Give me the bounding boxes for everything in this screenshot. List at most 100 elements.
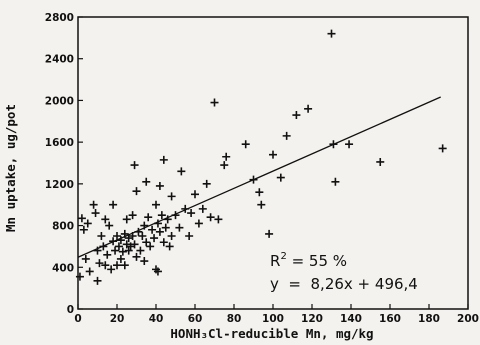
- data-point: [114, 242, 123, 251]
- data-point: [140, 221, 149, 230]
- data-point: [329, 140, 338, 149]
- x-tick-label: 0: [74, 313, 81, 325]
- x-tick-label: 20: [110, 313, 125, 325]
- data-point: [220, 161, 229, 170]
- data-point: [101, 215, 110, 224]
- data-point: [105, 221, 114, 230]
- x-tick-label: 200: [457, 313, 479, 325]
- data-point: [134, 227, 143, 236]
- data-point: [276, 173, 285, 182]
- data-point: [120, 229, 129, 238]
- data-point: [132, 252, 141, 261]
- r-squared-value: = 55 %: [287, 252, 347, 270]
- data-point: [97, 232, 106, 240]
- data-point: [257, 200, 266, 209]
- x-axis-title: HONH₃Cl-reducible Mn, mg/kg: [170, 326, 373, 341]
- data-point: [85, 267, 94, 276]
- regression-equation: y = 8,26x + 496,4: [270, 275, 418, 293]
- data-point: [132, 187, 141, 196]
- data-point: [202, 179, 211, 188]
- data-point: [159, 238, 168, 247]
- data-point: [113, 261, 121, 270]
- data-points: [75, 29, 447, 285]
- data-point: [331, 177, 340, 186]
- x-tick-label: 160: [379, 313, 401, 325]
- data-point: [83, 219, 92, 228]
- data-point: [345, 140, 354, 149]
- y-tick-label: 2400: [45, 54, 74, 66]
- data-point: [136, 246, 145, 255]
- data-point: [159, 155, 168, 164]
- data-point: [191, 190, 199, 199]
- axis-tick-labels: 0 20 40 60 80 100 120 140 160 180 2000400800120016…: [45, 12, 479, 325]
- x-tick-label: 100: [262, 313, 284, 325]
- data-point: [93, 276, 102, 285]
- y-tick-label: 400: [52, 262, 74, 274]
- data-point: [171, 211, 180, 220]
- data-point: [118, 247, 127, 256]
- data-point: [93, 246, 102, 255]
- data-point: [150, 234, 159, 243]
- data-point: [142, 238, 151, 247]
- data-point: [79, 225, 88, 234]
- data-point: [222, 152, 231, 161]
- data-point: [101, 261, 110, 270]
- data-point: [75, 272, 84, 281]
- y-tick-label: 1200: [45, 179, 74, 191]
- data-point: [327, 29, 336, 38]
- data-point: [210, 98, 219, 107]
- data-point: [185, 232, 194, 240]
- data-point: [120, 261, 129, 270]
- data-point: [292, 111, 301, 120]
- x-tick-label: 180: [418, 313, 440, 325]
- data-point: [282, 131, 291, 140]
- y-tick-label: 2800: [45, 12, 74, 24]
- data-point: [194, 219, 203, 228]
- data-point: [130, 161, 139, 170]
- data-point: [116, 236, 125, 245]
- data-point: [163, 215, 172, 224]
- data-point: [157, 211, 166, 220]
- data-point: [187, 209, 196, 218]
- r-squared-exponent: 2: [280, 251, 286, 262]
- data-point: [99, 242, 108, 251]
- axis-ticks: [77, 16, 469, 310]
- data-point: [142, 177, 151, 186]
- data-point: [130, 240, 139, 249]
- y-tick-label: 2000: [45, 95, 74, 107]
- r-squared-annotation: R2 = 55 %: [270, 251, 347, 270]
- data-point: [255, 188, 264, 197]
- data-point: [167, 192, 176, 201]
- data-point: [249, 175, 258, 184]
- data-point: [140, 257, 149, 266]
- data-point: [155, 227, 164, 236]
- data-point: [206, 213, 215, 222]
- data-point: [152, 200, 160, 209]
- x-tick-label: 140: [340, 313, 362, 325]
- data-point: [148, 225, 157, 234]
- data-point: [214, 215, 223, 224]
- data-point: [138, 232, 147, 240]
- data-point: [95, 259, 104, 268]
- data-point: [113, 232, 121, 240]
- y-axis-title: Mn uptake, ug/pot: [3, 104, 18, 232]
- data-point: [165, 242, 174, 251]
- data-point: [89, 200, 98, 209]
- data-point: [77, 214, 86, 223]
- data-point: [81, 254, 90, 263]
- data-point: [177, 167, 186, 176]
- data-point: [111, 246, 120, 255]
- data-point: [265, 229, 274, 238]
- data-point: [124, 246, 133, 255]
- data-point: [109, 237, 118, 246]
- data-point: [107, 265, 116, 274]
- data-point: [128, 232, 137, 240]
- y-tick-label: 0: [67, 304, 74, 316]
- x-tick-label: 60: [188, 313, 203, 325]
- data-point: [181, 204, 190, 213]
- data-point: [438, 144, 447, 153]
- data-point: [144, 213, 153, 222]
- data-point: [103, 250, 112, 259]
